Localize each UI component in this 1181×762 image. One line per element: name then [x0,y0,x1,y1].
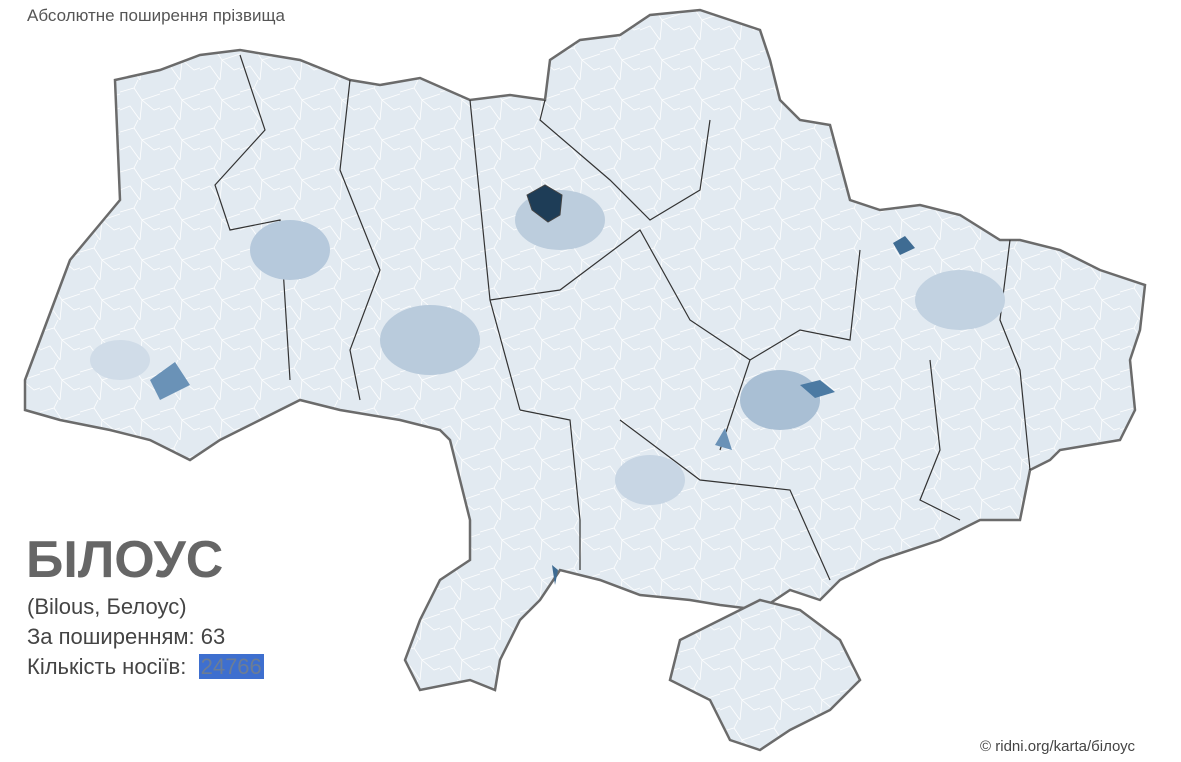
count-line: Кількість носіїв: 24766 [27,654,264,680]
region-highlight [715,428,732,450]
region-highlight [893,236,915,255]
surname: БІЛОУС [26,531,224,589]
kyiv-highlight [526,184,563,223]
crimea [668,598,862,752]
region-highlight [150,362,190,400]
credit[interactable]: © ridni.org/karta/білоус [980,738,1135,755]
rank-line: За поширенням: 63 [27,624,225,650]
count-label: Кількість носіїв: [27,654,187,679]
map-title: Абсолютне поширення прізвища [27,6,285,25]
surname-variants: (Bilous, Белоус) [27,594,187,619]
count: 24766 [198,654,264,679]
ukraine-mainland [23,8,1147,692]
region-highlight [552,565,558,585]
region-highlight [800,380,835,398]
rank-label: За поширенням: [27,624,195,649]
density-shading [90,190,1005,505]
rank: 63 [200,624,226,649]
